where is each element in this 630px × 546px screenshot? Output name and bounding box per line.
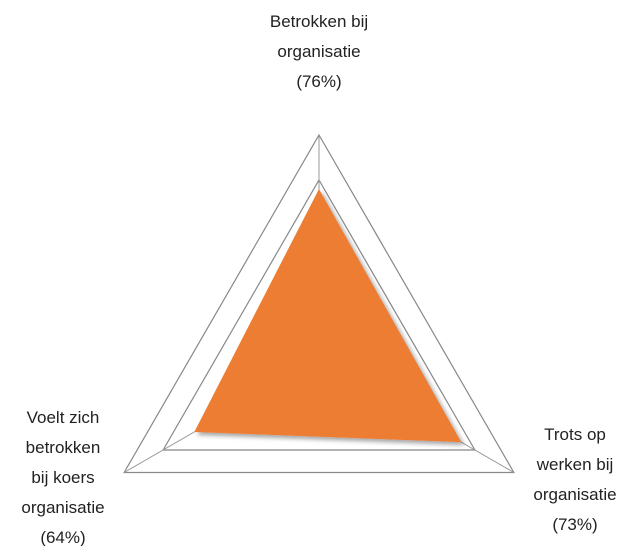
category-name: Voelt zich betrokken bij koers organisat… bbox=[21, 408, 105, 517]
value-label: (73%) bbox=[552, 515, 598, 534]
category-label: Trots op werken bij organisatie (73%) bbox=[525, 420, 625, 540]
category-name: Trots op werken bij organisatie bbox=[533, 425, 617, 504]
category-label: Voelt zich betrokken bij koers organisat… bbox=[15, 403, 111, 546]
value-label: (64%) bbox=[40, 528, 86, 546]
value-label: (76%) bbox=[296, 72, 342, 91]
category-label: Betrokken bij organisatie (76%) bbox=[269, 7, 369, 97]
grid-ring bbox=[123, 133, 515, 474]
data-area bbox=[194, 189, 462, 443]
grid-ring bbox=[162, 178, 476, 451]
category-name: Betrokken bij organisatie bbox=[269, 12, 369, 61]
